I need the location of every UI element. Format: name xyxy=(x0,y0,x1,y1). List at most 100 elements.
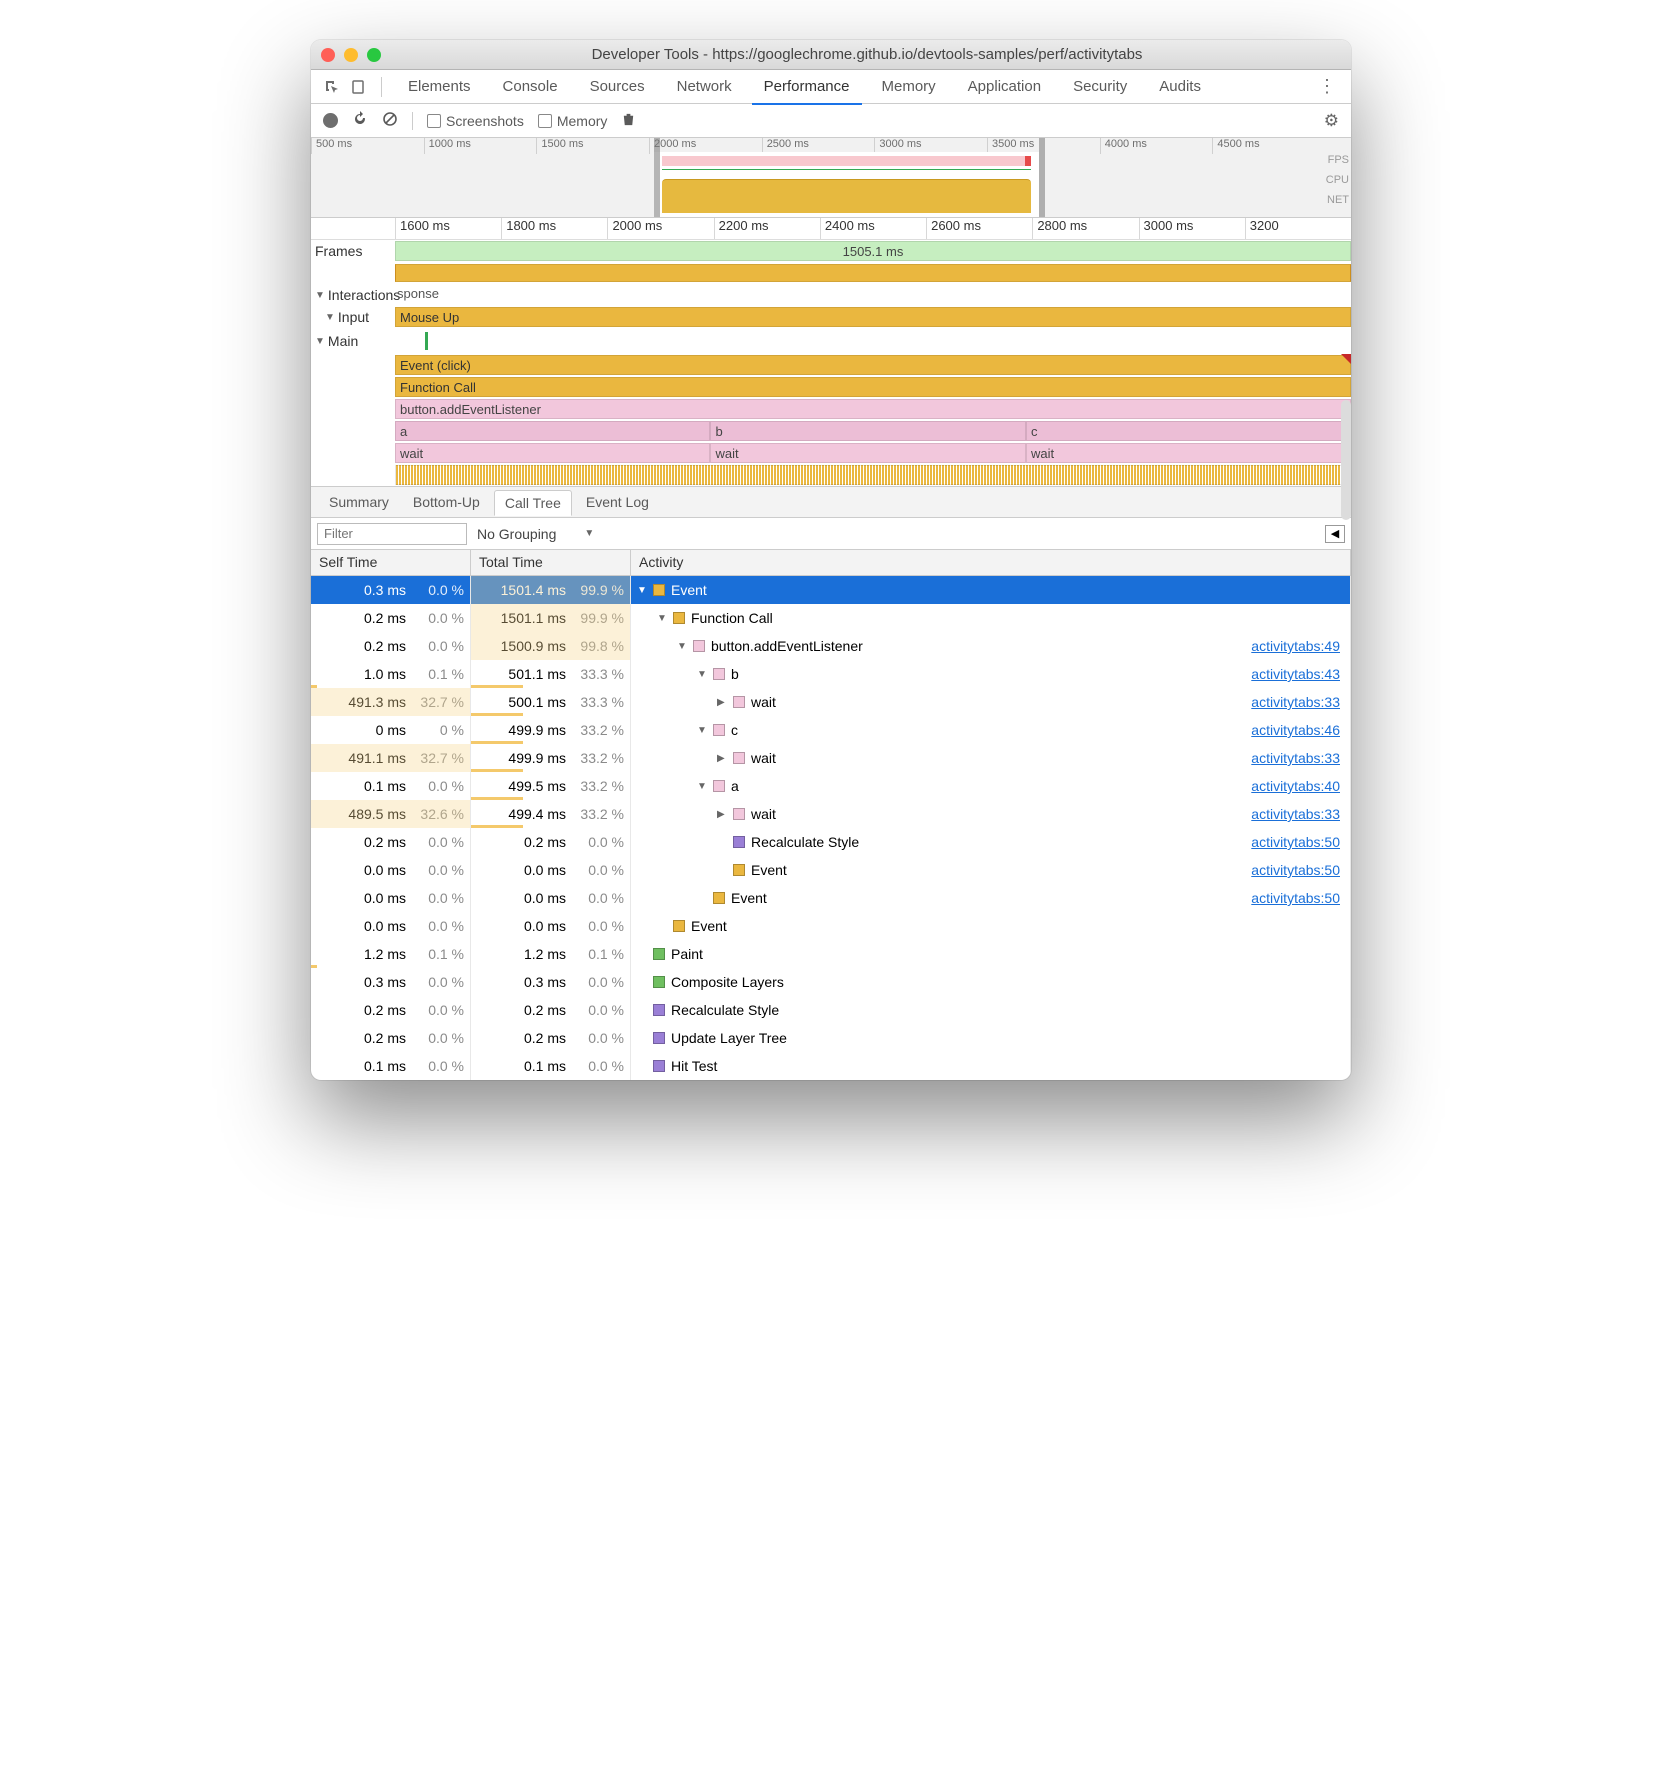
category-swatch xyxy=(653,1032,665,1044)
close-icon[interactable] xyxy=(321,48,335,62)
col-activity[interactable]: Activity xyxy=(631,550,1351,575)
source-link[interactable]: activitytabs:40 xyxy=(1251,778,1340,794)
expand-icon[interactable]: ▼ xyxy=(697,669,707,680)
activity-name: Event xyxy=(731,890,767,906)
category-swatch xyxy=(653,1060,665,1072)
listener-bar[interactable]: button.addEventListener xyxy=(395,399,1351,419)
activity-name: Event xyxy=(691,918,727,934)
source-link[interactable]: activitytabs:33 xyxy=(1251,694,1340,710)
source-link[interactable]: activitytabs:46 xyxy=(1251,722,1340,738)
flame-bar[interactable]: c xyxy=(1026,421,1351,441)
details-tab-call-tree[interactable]: Call Tree xyxy=(494,490,572,516)
col-total-time[interactable]: Total Time xyxy=(471,550,631,575)
category-swatch xyxy=(713,780,725,792)
function-call-bar[interactable]: Function Call xyxy=(395,377,1351,397)
expand-icon[interactable]: ▼ xyxy=(657,613,667,624)
device-icon[interactable] xyxy=(349,79,367,95)
filter-input[interactable] xyxy=(317,523,467,545)
call-tree-table[interactable]: 0.3 ms0.0 %1501.4 ms99.9 %▼Event0.2 ms0.… xyxy=(311,576,1351,1080)
table-row[interactable]: 0.2 ms0.0 %0.2 ms0.0 %Recalculate Style xyxy=(311,996,1351,1024)
reload-button[interactable] xyxy=(352,111,368,130)
mouseup-bar[interactable]: Mouse Up xyxy=(395,307,1351,327)
overview-minimap[interactable]: 500 ms1000 ms1500 ms2000 ms2500 ms3000 m… xyxy=(311,138,1351,218)
category-swatch xyxy=(733,864,745,876)
tab-sources[interactable]: Sources xyxy=(578,70,657,104)
expand-icon[interactable]: ▼ xyxy=(697,725,707,736)
details-tab-bottom-up[interactable]: Bottom-Up xyxy=(403,490,490,514)
memory-checkbox[interactable]: Memory xyxy=(538,113,608,129)
source-link[interactable]: activitytabs:50 xyxy=(1251,834,1340,850)
zoom-icon[interactable] xyxy=(367,48,381,62)
input-label[interactable]: ▼Input xyxy=(311,306,395,328)
flame-bar[interactable]: wait xyxy=(1026,443,1351,463)
expand-icon[interactable]: ▼ xyxy=(697,781,707,792)
table-row[interactable]: 0.0 ms0.0 %0.0 ms0.0 %Eventactivitytabs:… xyxy=(311,856,1351,884)
details-tab-event-log[interactable]: Event Log xyxy=(576,490,659,514)
source-link[interactable]: activitytabs:33 xyxy=(1251,806,1340,822)
category-swatch xyxy=(653,976,665,988)
col-self-time[interactable]: Self Time xyxy=(311,550,471,575)
flame-bar[interactable]: a xyxy=(395,421,710,441)
table-row[interactable]: 0.2 ms0.0 %0.2 ms0.0 %Update Layer Tree xyxy=(311,1024,1351,1052)
table-row[interactable]: 0 ms0 %499.9 ms33.2 %▼cactivitytabs:46 xyxy=(311,716,1351,744)
table-row[interactable]: 0.1 ms0.0 %0.1 ms0.0 %Hit Test xyxy=(311,1052,1351,1080)
table-row[interactable]: 489.5 ms32.6 %499.4 ms33.2 %▶waitactivit… xyxy=(311,800,1351,828)
source-link[interactable]: activitytabs:50 xyxy=(1251,862,1340,878)
record-button[interactable] xyxy=(323,113,338,128)
source-link[interactable]: activitytabs:43 xyxy=(1251,666,1340,682)
expand-icon[interactable]: ▼ xyxy=(677,641,687,652)
frame-bar[interactable]: 1505.1 ms xyxy=(395,241,1351,261)
table-row[interactable]: 1.0 ms0.1 %501.1 ms33.3 %▼bactivitytabs:… xyxy=(311,660,1351,688)
flame-bar[interactable]: b xyxy=(710,421,1025,441)
flame-tracks[interactable]: Frames 1505.1 ms ▼Interactions sponse ▼I… xyxy=(311,240,1351,486)
tab-memory[interactable]: Memory xyxy=(870,70,948,104)
source-link[interactable]: activitytabs:49 xyxy=(1251,638,1340,654)
table-row[interactable]: 0.3 ms0.0 %0.3 ms0.0 %Composite Layers xyxy=(311,968,1351,996)
minimize-icon[interactable] xyxy=(344,48,358,62)
event-click-bar[interactable]: Event (click) xyxy=(395,355,1351,375)
traffic-lights[interactable] xyxy=(321,48,381,62)
table-row[interactable]: 1.2 ms0.1 %1.2 ms0.1 %Paint xyxy=(311,940,1351,968)
table-header: Self Time Total Time Activity xyxy=(311,550,1351,576)
table-row[interactable]: 0.1 ms0.0 %499.5 ms33.2 %▼aactivitytabs:… xyxy=(311,772,1351,800)
inspect-icon[interactable] xyxy=(323,79,341,95)
settings-icon[interactable]: ⚙ xyxy=(1324,111,1339,131)
source-link[interactable]: activitytabs:50 xyxy=(1251,890,1340,906)
table-row[interactable]: 0.2 ms0.0 %1501.1 ms99.9 %▼Function Call xyxy=(311,604,1351,632)
filter-toolbar: No Grouping▼ ◀ xyxy=(311,518,1351,550)
flame-bar[interactable]: wait xyxy=(395,443,710,463)
clear-button[interactable] xyxy=(382,111,398,130)
tab-security[interactable]: Security xyxy=(1061,70,1139,104)
more-icon[interactable]: ⋮ xyxy=(1315,76,1339,97)
table-row[interactable]: 0.0 ms0.0 %0.0 ms0.0 %Eventactivitytabs:… xyxy=(311,884,1351,912)
trash-button[interactable] xyxy=(621,112,636,130)
screenshots-checkbox[interactable]: Screenshots xyxy=(427,113,524,129)
grouping-select[interactable]: No Grouping▼ xyxy=(477,526,594,542)
expand-icon[interactable]: ▶ xyxy=(717,697,727,708)
overview-handle-right[interactable] xyxy=(1039,138,1045,217)
tab-application[interactable]: Application xyxy=(956,70,1053,104)
expand-icon[interactable]: ▶ xyxy=(717,753,727,764)
tab-audits[interactable]: Audits xyxy=(1147,70,1213,104)
show-heaviest-button[interactable]: ◀ xyxy=(1325,525,1345,543)
main-label[interactable]: ▼Main xyxy=(311,328,395,354)
table-row[interactable]: 491.1 ms32.7 %499.9 ms33.2 %▶waitactivit… xyxy=(311,744,1351,772)
expand-icon[interactable]: ▼ xyxy=(637,585,647,596)
tab-performance[interactable]: Performance xyxy=(752,70,862,104)
source-link[interactable]: activitytabs:33 xyxy=(1251,750,1340,766)
table-row[interactable]: 0.3 ms0.0 %1501.4 ms99.9 %▼Event xyxy=(311,576,1351,604)
overview-handle-left[interactable] xyxy=(654,138,660,217)
tab-console[interactable]: Console xyxy=(491,70,570,104)
scrollbar[interactable] xyxy=(1341,400,1351,520)
flame-bar[interactable]: wait xyxy=(710,443,1025,463)
details-tab-summary[interactable]: Summary xyxy=(319,490,399,514)
expand-icon[interactable]: ▶ xyxy=(717,809,727,820)
tab-elements[interactable]: Elements xyxy=(396,70,483,104)
table-row[interactable]: 0.2 ms0.0 %0.2 ms0.0 %Recalculate Stylea… xyxy=(311,828,1351,856)
table-row[interactable]: 491.3 ms32.7 %500.1 ms33.3 %▶waitactivit… xyxy=(311,688,1351,716)
table-row[interactable]: 0.2 ms0.0 %1500.9 ms99.8 %▼button.addEve… xyxy=(311,632,1351,660)
interactions-label[interactable]: ▼Interactions xyxy=(311,284,395,306)
table-row[interactable]: 0.0 ms0.0 %0.0 ms0.0 %Event xyxy=(311,912,1351,940)
activity-name: Event xyxy=(751,862,787,878)
tab-network[interactable]: Network xyxy=(665,70,744,104)
